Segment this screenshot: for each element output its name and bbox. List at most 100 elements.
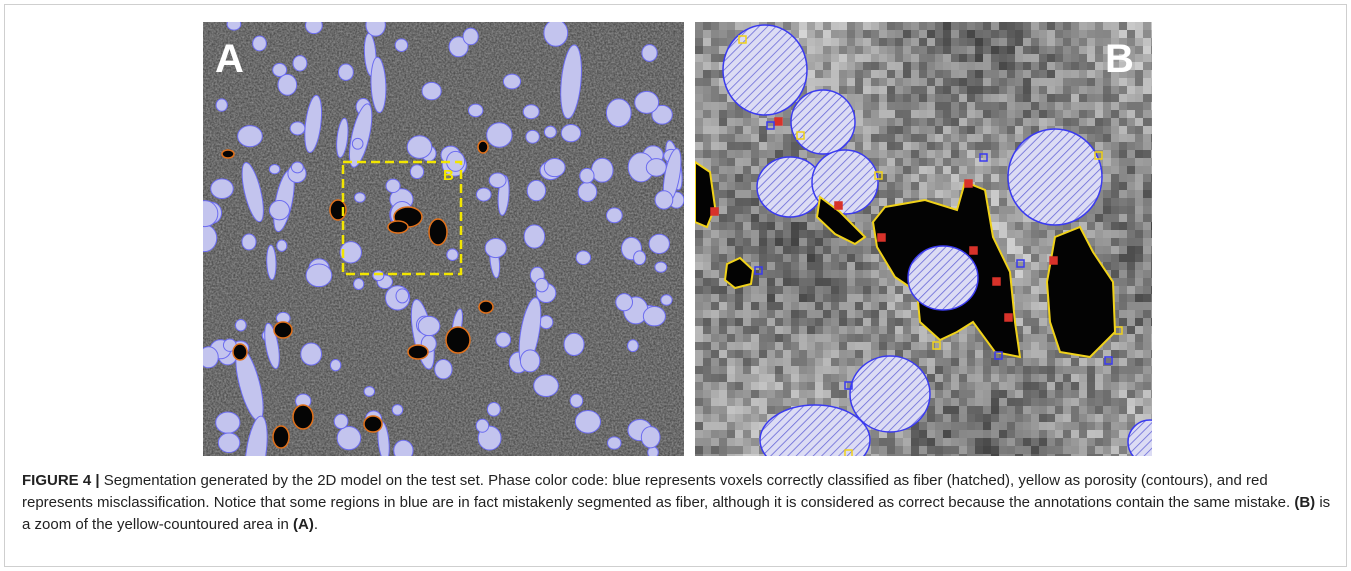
pixel [903, 54, 911, 62]
pixel [775, 270, 783, 278]
pixel [767, 150, 775, 158]
pixel [735, 310, 743, 318]
pixel [983, 30, 991, 38]
pixel [735, 446, 743, 454]
pixel [935, 382, 943, 390]
pixel [1015, 70, 1023, 78]
pixel [1039, 374, 1047, 382]
pixel [831, 54, 839, 62]
pixel [991, 22, 999, 30]
pixel [1039, 342, 1047, 350]
pixel [1119, 38, 1127, 46]
pixel [1015, 38, 1023, 46]
pixel [751, 142, 759, 150]
fiber [462, 27, 479, 46]
pixel [1127, 270, 1135, 278]
inset-label: B [443, 167, 454, 184]
pixel [1031, 270, 1039, 278]
pixel [831, 30, 839, 38]
pixel [815, 334, 823, 342]
pixel [927, 102, 935, 110]
pixel [1015, 286, 1023, 294]
pixel [991, 398, 999, 406]
pixel [1119, 214, 1127, 222]
pixel [807, 158, 815, 166]
pixel [823, 342, 831, 350]
pixel [1063, 446, 1071, 454]
pixel [991, 358, 999, 366]
pixel [895, 342, 903, 350]
pore [292, 404, 314, 430]
pixel [1031, 430, 1039, 438]
pixel [1095, 454, 1103, 456]
pixel [831, 46, 839, 54]
pixel [783, 126, 791, 134]
pixel [1143, 214, 1151, 222]
pore [221, 149, 235, 159]
pixel [1063, 374, 1071, 382]
pixel [1023, 406, 1031, 414]
pixel [927, 398, 935, 406]
pixel [895, 30, 903, 38]
pixel [1047, 414, 1055, 422]
pixel [911, 358, 919, 366]
pixel [831, 318, 839, 326]
pixel [967, 142, 975, 150]
pixel [1151, 398, 1152, 406]
pixel [767, 134, 775, 142]
pixel [807, 30, 815, 38]
pixel [711, 166, 719, 174]
pixel [887, 126, 895, 134]
pixel [1023, 390, 1031, 398]
pixel [1031, 318, 1039, 326]
pixel [1111, 142, 1119, 150]
pixel [927, 118, 935, 126]
pixel [1127, 246, 1135, 254]
pixel [807, 334, 815, 342]
pixel [1095, 422, 1103, 430]
pixel [1095, 134, 1103, 142]
pixel [1023, 278, 1031, 286]
pixel [1103, 230, 1111, 238]
fiber [237, 125, 263, 148]
pixel [927, 422, 935, 430]
pixel [751, 390, 759, 398]
pixel [815, 62, 823, 70]
pixel [895, 326, 903, 334]
pixel [911, 30, 919, 38]
pixel [1151, 110, 1152, 118]
pixel [1135, 302, 1143, 310]
pixel [887, 326, 895, 334]
pixel [1039, 318, 1047, 326]
pixel [887, 430, 895, 438]
pixel [1031, 94, 1039, 102]
pixel [1103, 182, 1111, 190]
pixel [1151, 382, 1152, 390]
pixel [1103, 238, 1111, 246]
pixel [815, 302, 823, 310]
pixel [703, 286, 711, 294]
pixel [1127, 318, 1135, 326]
pixel [1023, 262, 1031, 270]
pixel [695, 326, 703, 334]
pixel [999, 38, 1007, 46]
pixel [711, 262, 719, 270]
pixel [991, 118, 999, 126]
pixel [943, 390, 951, 398]
pixel [943, 126, 951, 134]
pixel [727, 366, 735, 374]
pixel [703, 414, 711, 422]
pixel [727, 118, 735, 126]
pixel [967, 382, 975, 390]
pixel [895, 318, 903, 326]
pixel [991, 166, 999, 174]
pixel [1111, 158, 1119, 166]
pixel [895, 446, 903, 454]
fiber [543, 157, 566, 178]
pixel [767, 334, 775, 342]
pixel [935, 150, 943, 158]
pixel [1127, 390, 1135, 398]
pixel [783, 262, 791, 270]
pixel [775, 222, 783, 230]
pixel [959, 342, 967, 350]
